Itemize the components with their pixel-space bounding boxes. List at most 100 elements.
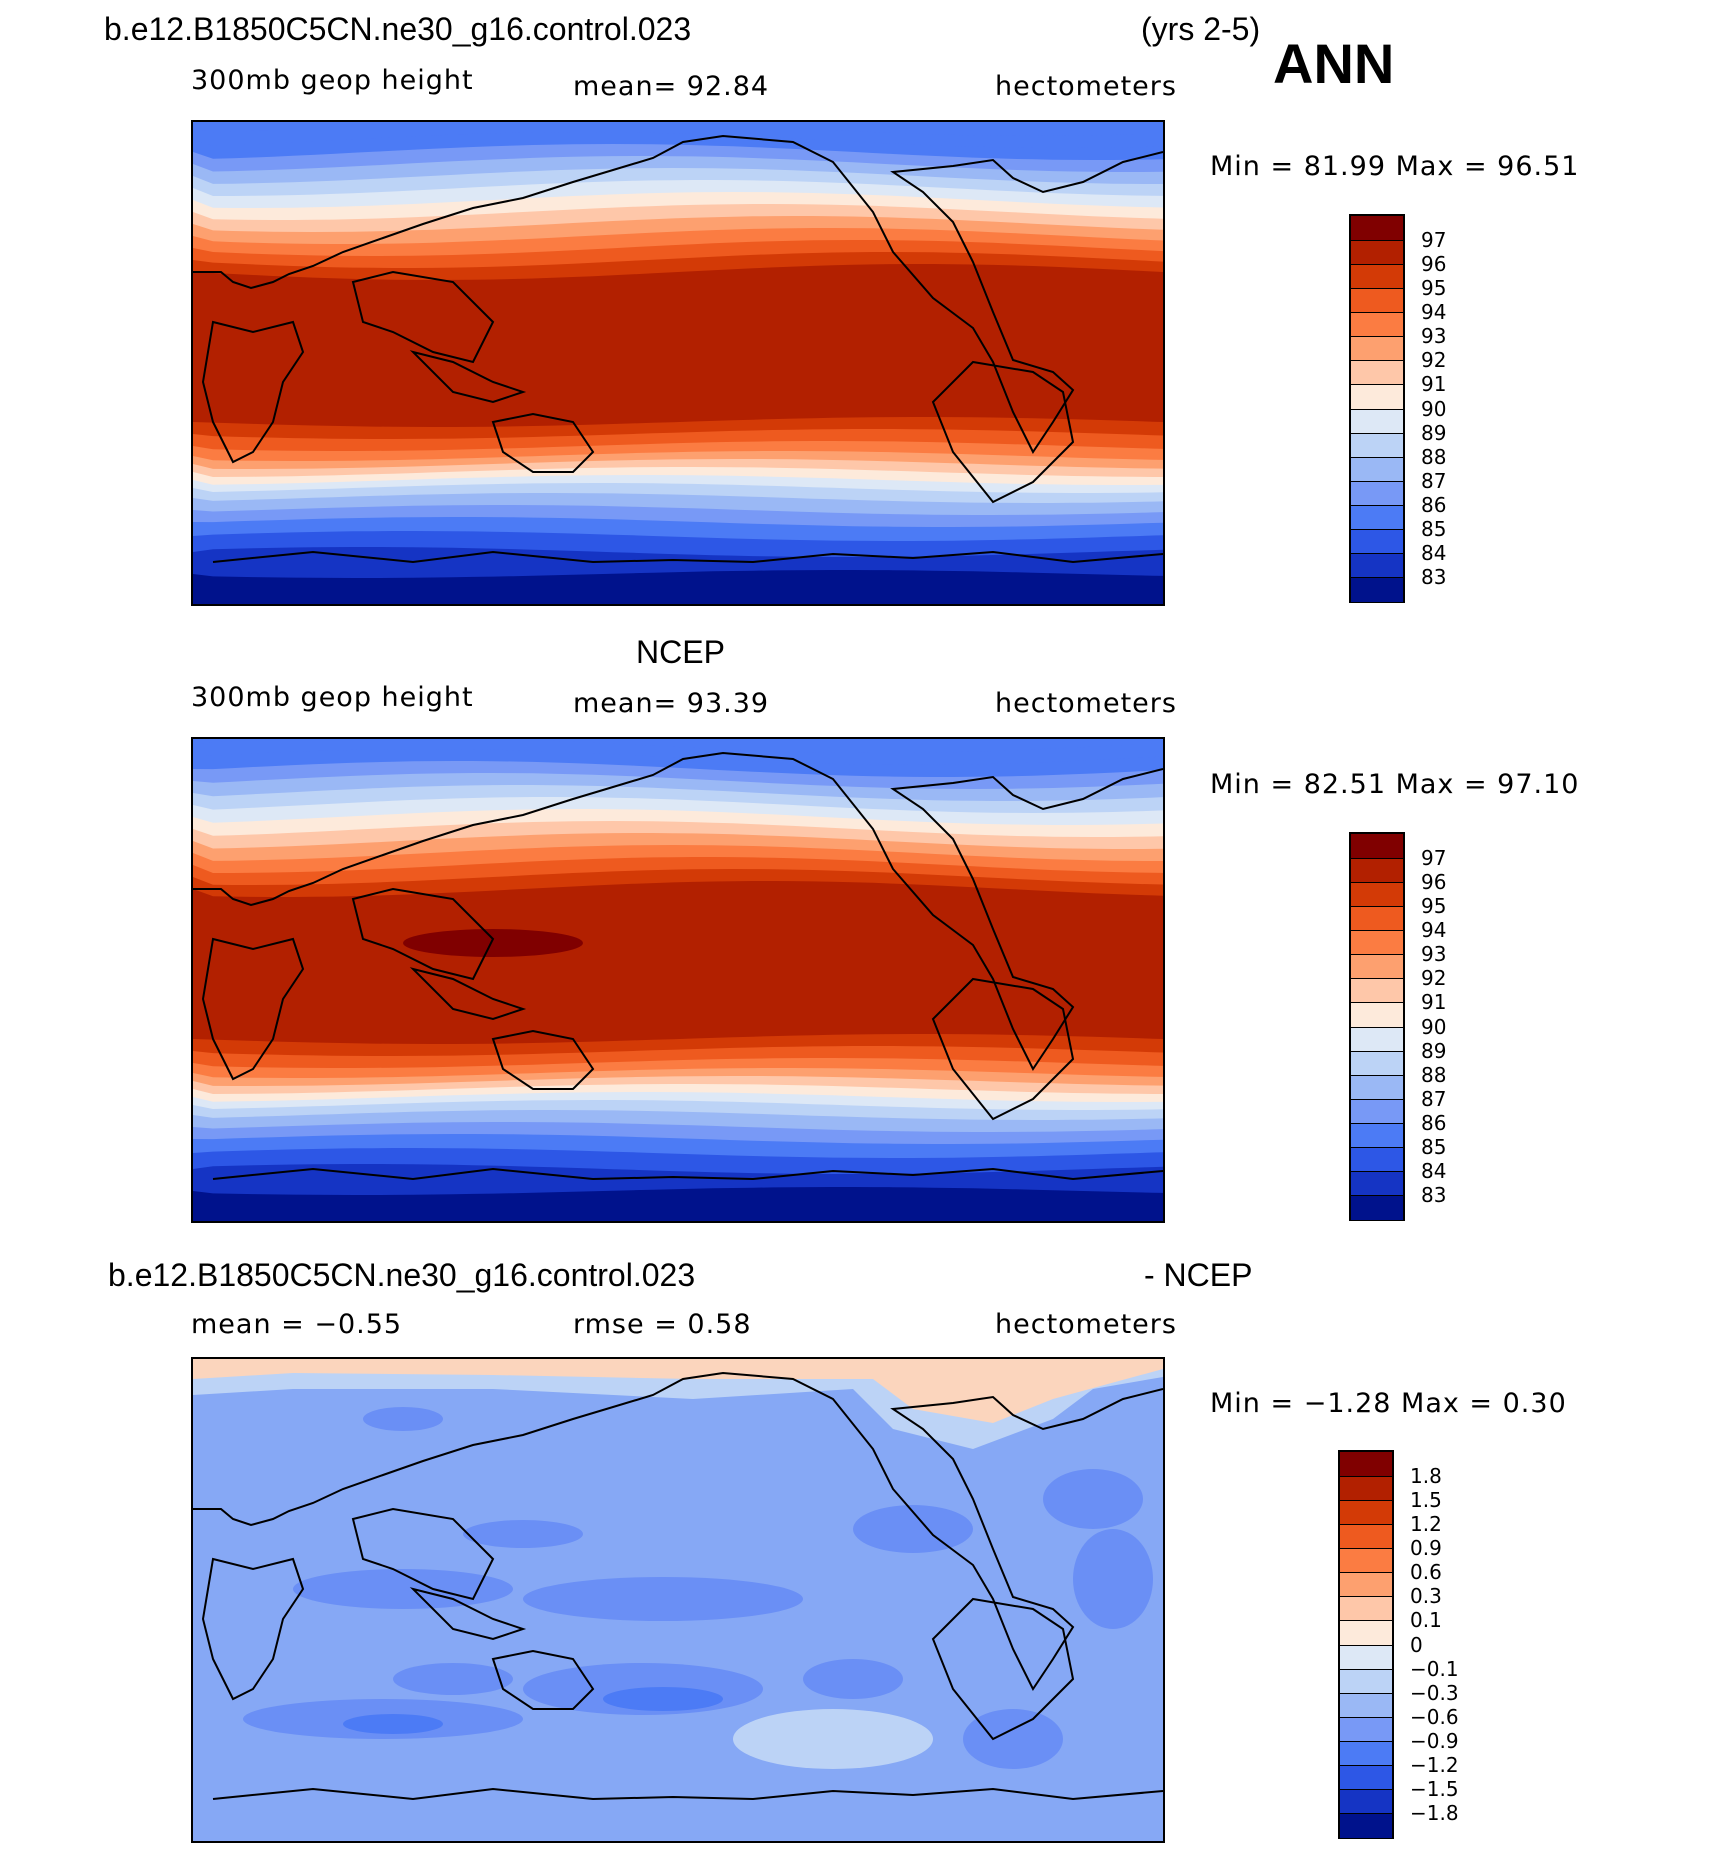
colorbar-swatch — [1340, 1764, 1392, 1790]
coastline — [409, 350, 527, 404]
colorbar-swatch — [1340, 1476, 1392, 1502]
panel3-map-svg — [193, 1359, 1163, 1841]
colorbar-level-label: 0.9 — [1410, 1536, 1442, 1561]
coastline — [193, 134, 1163, 454]
colorbar-level-label: 94 — [1421, 300, 1447, 325]
colorbar-swatch — [1351, 834, 1403, 860]
colorbar-swatch — [1351, 432, 1403, 458]
colorbar-swatch — [1351, 264, 1403, 290]
panel1-units: hectometers — [995, 71, 1177, 102]
colorbar-swatch — [1351, 312, 1403, 338]
colorbar-swatch — [1351, 1098, 1403, 1124]
panel3-units: hectometers — [995, 1309, 1177, 1340]
colorbar-swatch — [1340, 1620, 1392, 1646]
coastline — [212, 1167, 1163, 1181]
coastline — [351, 270, 495, 364]
colorbar-level-label: 87 — [1421, 1086, 1447, 1111]
panel3-colorbar: 1.8 1.5 1.2 0.9 0.6 0.3 0.1 0 −0.1 −0.3 −0.6 −0.9 −1… — [1338, 1450, 1459, 1839]
colorbar-swatch — [1340, 1812, 1392, 1838]
colorbar-swatch — [1351, 1170, 1403, 1196]
colorbar-level-label: 96 — [1421, 870, 1447, 895]
colorbar-swatch — [1340, 1500, 1392, 1526]
panel3-rmse: rmse = 0.58 — [573, 1309, 752, 1340]
colorbar-swatch — [1351, 954, 1403, 980]
panel3-title-suffix: - NCEP — [1144, 1257, 1253, 1293]
colorbar-level-label: −0.9 — [1410, 1728, 1459, 1753]
panel2-map — [191, 737, 1165, 1223]
panel1-min-max: Min = 81.99 Max = 96.51 — [1210, 151, 1580, 182]
contour-region — [733, 1709, 933, 1769]
colorbar-swatch — [1351, 288, 1403, 314]
contour-region — [293, 1569, 513, 1609]
colorbar-swatch — [1351, 978, 1403, 1004]
colorbar-level-label: 89 — [1421, 420, 1447, 445]
colorbar-swatch — [1351, 1050, 1403, 1076]
panel2-variable: 300mb geop height — [191, 682, 474, 713]
panel1-mean: mean= 92.84 — [573, 71, 770, 102]
coastline — [201, 320, 305, 464]
colorbar-level-label: 84 — [1421, 1158, 1447, 1183]
colorbar-level-label: 95 — [1421, 276, 1447, 301]
contour-region — [393, 1663, 513, 1695]
colorbar-swatch — [1351, 858, 1403, 884]
contour-region — [363, 1407, 443, 1431]
colorbar-level-label: 1.8 — [1410, 1464, 1442, 1489]
colorbar-level-label: 0.6 — [1410, 1560, 1442, 1585]
coastline — [351, 887, 495, 981]
colorbar-swatch — [1351, 1026, 1403, 1052]
colorbar-swatch — [1340, 1788, 1392, 1814]
colorbar-swatch — [1351, 528, 1403, 554]
panel2-colorbar: 97 96 95 94 93 92 91 90 89 88 87 86 85 84 83 — [1349, 832, 1446, 1221]
panel1-map — [191, 120, 1165, 606]
colorbar-level-label: 87 — [1421, 468, 1447, 493]
contour-region — [1043, 1469, 1143, 1529]
colorbar-level-label: −0.6 — [1410, 1704, 1459, 1729]
colorbar-level-label: 92 — [1421, 348, 1447, 373]
colorbar-swatch — [1340, 1548, 1392, 1574]
coastline — [931, 360, 1075, 504]
contour-region — [463, 1520, 583, 1548]
colorbar-level-label: −0.3 — [1410, 1680, 1459, 1705]
contour-band — [193, 570, 1163, 604]
contour-region — [343, 1714, 443, 1734]
contour-band — [193, 1187, 1163, 1221]
coastline — [193, 751, 1163, 1071]
panel2-min-max: Min = 82.51 Max = 97.10 — [1210, 769, 1580, 800]
panel1-map-svg — [193, 122, 1163, 604]
coastline — [212, 550, 1163, 564]
contour-region — [963, 1709, 1063, 1769]
coastline — [201, 937, 305, 1081]
coastline — [409, 1587, 527, 1641]
coastline — [931, 977, 1075, 1121]
contour-band — [193, 739, 1163, 753]
panel2-map-svg — [193, 739, 1163, 1221]
coastline — [491, 1029, 595, 1090]
contour-region — [603, 1687, 723, 1711]
colorbar-level-label: −1.8 — [1410, 1800, 1459, 1825]
colorbar-swatch — [1340, 1740, 1392, 1766]
colorbar-level-label: 92 — [1421, 966, 1447, 991]
contour-region — [853, 1505, 973, 1553]
panel3-min-max: Min = −1.28 Max = 0.30 — [1210, 1388, 1567, 1419]
colorbar-swatch — [1351, 240, 1403, 266]
colorbar-swatch — [1340, 1524, 1392, 1550]
colorbar-level-label: 91 — [1421, 372, 1447, 397]
colorbar-swatch — [1351, 1194, 1403, 1220]
panel3-title: b.e12.B1850C5CN.ne30_g16.control.023 — [108, 1257, 696, 1293]
colorbar-swatch — [1351, 336, 1403, 362]
colorbar-level-label: 85 — [1421, 1134, 1447, 1159]
colorbar-swatch — [1351, 216, 1403, 242]
colorbar-level-label: 83 — [1421, 564, 1447, 589]
colorbar-level-label: 93 — [1421, 324, 1447, 349]
colorbar-level-label: 85 — [1421, 516, 1447, 541]
colorbar-level-label: 0 — [1410, 1632, 1423, 1657]
coastline — [409, 967, 527, 1021]
colorbar-swatch — [1351, 576, 1403, 602]
colorbar-level-label: 84 — [1421, 540, 1447, 565]
panel2-units: hectometers — [995, 688, 1177, 719]
colorbar-level-label: 86 — [1421, 1110, 1447, 1135]
colorbar-level-label: 94 — [1421, 918, 1447, 943]
colorbar-level-label: −0.1 — [1410, 1656, 1459, 1681]
colorbar-level-label: 1.5 — [1410, 1488, 1442, 1513]
colorbar-swatch — [1351, 1074, 1403, 1100]
